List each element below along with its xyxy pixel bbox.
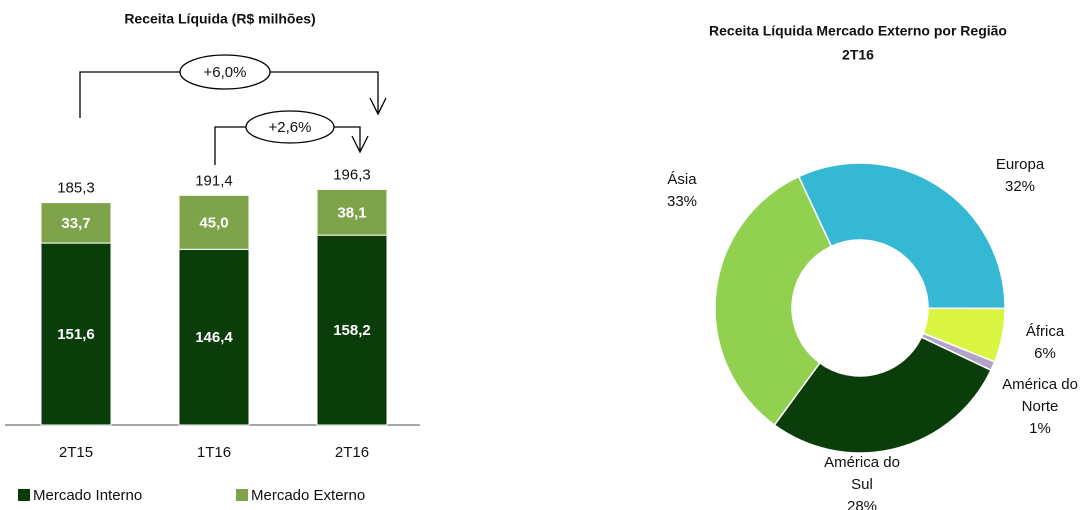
bar-segment [40,202,112,244]
brackets [79,54,387,165]
x-tick-label: 2T15 [59,444,93,461]
donut-slice [714,175,833,427]
value-label: 38,1 [337,204,366,221]
slice-label: América do Norte [1002,376,1078,415]
bar-segment [178,194,250,250]
bar-segment [316,234,388,426]
bar-segment [316,188,388,236]
value-label: 146,4 [195,329,233,346]
slice-value: 32% [1005,178,1035,195]
total-label: 185,3 [57,180,95,197]
value-label: 151,6 [57,326,95,343]
donut-slice [773,336,992,454]
value-label: 33,7 [61,215,90,232]
donut-title: Receita Líquida Mercado Externo por Regi… [709,23,1007,39]
legend-swatch [236,489,248,501]
total-label: 196,3 [333,166,371,183]
donut-slice [797,162,1006,310]
bubble [179,54,271,90]
bubble [245,110,335,144]
legend-label: Mercado Interno [33,487,142,504]
x-tick-label: 2T16 [335,444,369,461]
slice-value: 6% [1034,345,1056,362]
annotation: +6,0% [204,64,247,81]
annotation: +2,6% [269,119,312,136]
slice-value: 28% [847,498,877,510]
bar-title: Receita Líquida (R$ milhões) [124,11,315,27]
arrow [351,135,369,154]
total-label: 191,4 [195,172,233,189]
x-tick-label: 1T16 [197,444,231,461]
slice-value: 1% [1029,420,1051,437]
legend-swatch [18,489,30,501]
value-label: 158,2 [333,322,371,339]
slice-label: Ásia [667,171,697,188]
value-label: 45,0 [199,214,228,231]
bar-segment [40,242,112,426]
arrow [369,97,387,116]
slice-label: África [1026,323,1065,340]
slice-label: Europa [996,156,1045,173]
bar-segment [178,248,250,426]
slice-label: América do Sul [824,454,900,493]
slice-value: 33% [667,193,697,210]
donut-subtitle: 2T16 [842,47,874,63]
legend-label: Mercado Externo [251,487,365,504]
